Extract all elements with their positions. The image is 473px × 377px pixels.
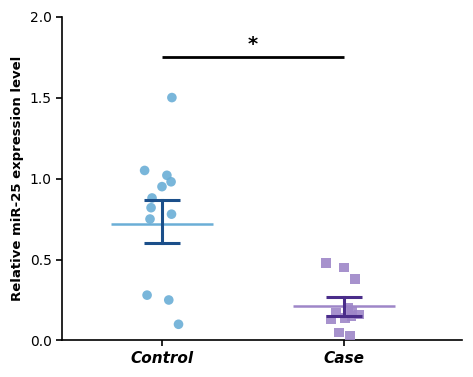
Point	[355, 311, 363, 317]
Y-axis label: Relative miR-25 expression level: Relative miR-25 expression level	[11, 56, 24, 301]
Text: *: *	[248, 35, 258, 54]
Point	[351, 276, 359, 282]
Point	[348, 313, 355, 319]
Point	[322, 260, 330, 266]
Point	[346, 333, 354, 339]
Point	[148, 195, 156, 201]
Point	[333, 310, 340, 316]
Point	[165, 297, 173, 303]
Point	[147, 205, 155, 211]
Point	[158, 184, 166, 190]
Point	[344, 305, 351, 311]
Point	[143, 292, 151, 298]
Point	[141, 167, 149, 173]
Point	[348, 308, 356, 314]
Point	[168, 95, 175, 101]
Point	[163, 172, 171, 178]
Point	[335, 329, 343, 336]
Point	[327, 316, 334, 322]
Point	[341, 265, 348, 271]
Point	[146, 216, 154, 222]
Point	[342, 315, 349, 321]
Point	[175, 321, 182, 327]
Point	[167, 179, 175, 185]
Point	[168, 211, 175, 217]
